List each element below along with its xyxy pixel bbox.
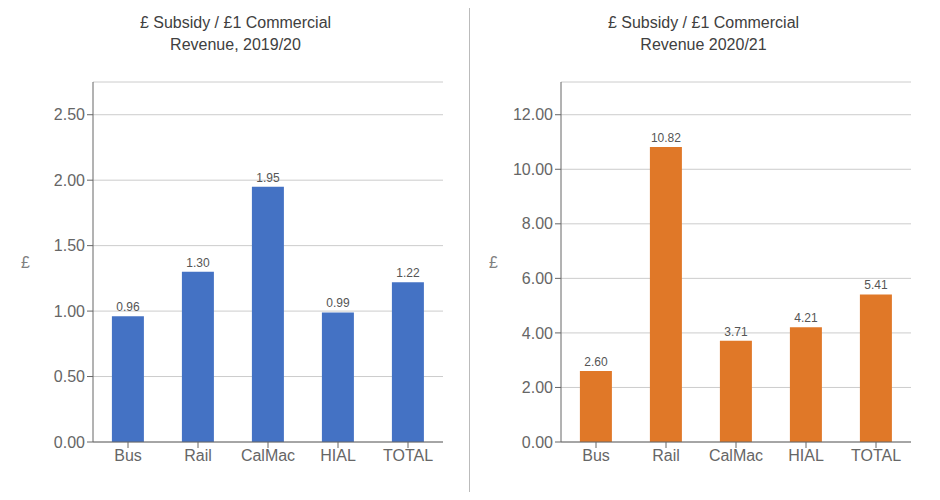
svg-text:0.96: 0.96 <box>116 300 140 314</box>
svg-text:2.50: 2.50 <box>54 106 85 123</box>
svg-text:Bus: Bus <box>114 447 142 464</box>
svg-text:HIAL: HIAL <box>788 447 824 464</box>
svg-text:£: £ <box>21 254 30 271</box>
svg-text:1.30: 1.30 <box>186 256 210 270</box>
svg-text:Rail: Rail <box>184 447 212 464</box>
svg-text:1.50: 1.50 <box>54 237 85 254</box>
svg-text:0.00: 0.00 <box>522 434 553 451</box>
svg-text:1.95: 1.95 <box>256 171 280 185</box>
svg-text:Rail: Rail <box>652 447 680 464</box>
svg-text:Bus: Bus <box>582 447 610 464</box>
svg-text:0.00: 0.00 <box>54 434 85 451</box>
svg-text:CalMac: CalMac <box>709 447 763 464</box>
svg-text:6.00: 6.00 <box>522 270 553 287</box>
svg-text:10.82: 10.82 <box>651 131 681 145</box>
svg-text:0.50: 0.50 <box>54 368 85 385</box>
svg-text:CalMac: CalMac <box>241 447 295 464</box>
html-text:£ Subsidy / £1 Commercial Reve: £ Subsidy / £1 Commercial Revenue, 2019/… <box>139 14 332 53</box>
svg-text:2.00: 2.00 <box>54 172 85 189</box>
svg-text:10.00: 10.00 <box>513 161 553 178</box>
svg-text:1.00: 1.00 <box>54 303 85 320</box>
svg-text:8.00: 8.00 <box>522 215 553 232</box>
svg-text:TOTAL: TOTAL <box>383 447 433 464</box>
svg-text:1.22: 1.22 <box>396 266 420 280</box>
svg-text:£: £ <box>489 254 498 271</box>
html-text:£ Subsidy / £1 Commercial Reve: £ Subsidy / £1 Commercial Revenue 2020/2… <box>607 14 800 53</box>
svg-text:TOTAL: TOTAL <box>851 447 901 464</box>
svg-text:12.00: 12.00 <box>513 106 553 123</box>
svg-text:4.21: 4.21 <box>794 311 818 325</box>
svg-text:3.71: 3.71 <box>724 325 748 339</box>
svg-text:4.00: 4.00 <box>522 325 553 342</box>
svg-text:5.41: 5.41 <box>864 278 888 292</box>
svg-text:2.00: 2.00 <box>522 379 553 396</box>
svg-text:HIAL: HIAL <box>320 447 356 464</box>
svg-text:2.60: 2.60 <box>584 355 608 369</box>
svg-text:0.99: 0.99 <box>326 296 350 310</box>
